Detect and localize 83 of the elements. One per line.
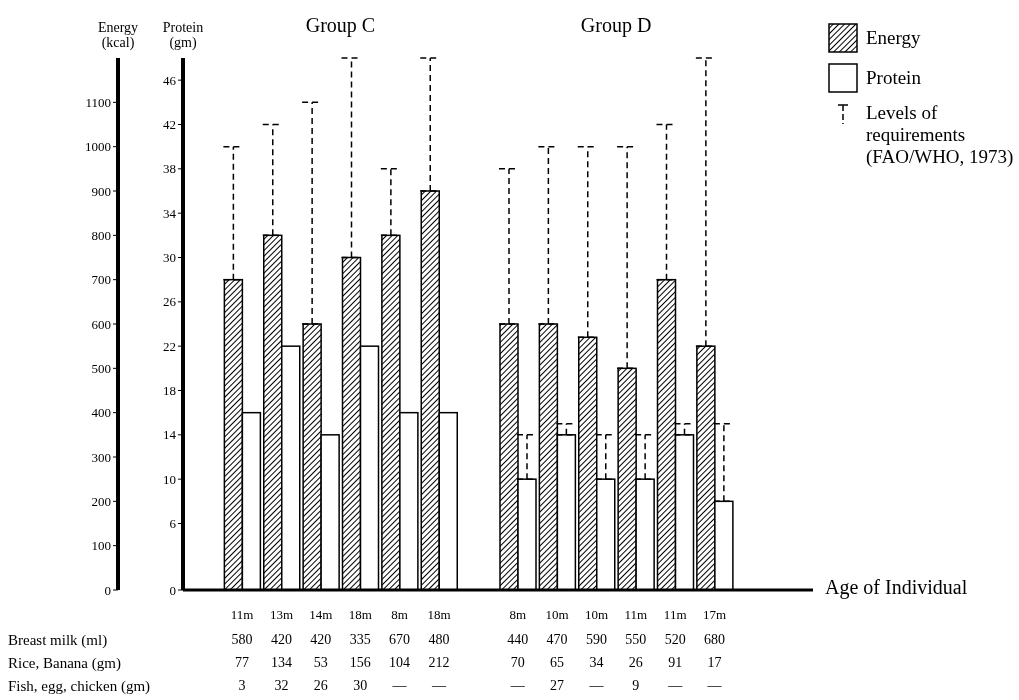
x-tick-label: 10m xyxy=(545,607,569,623)
y-tick-label: 800 xyxy=(91,227,111,243)
x-tick-label: 10m xyxy=(584,607,608,623)
text: — xyxy=(667,678,684,694)
text: 156 xyxy=(348,655,372,671)
text: Protein xyxy=(866,67,921,89)
x-tick-label: 8m xyxy=(391,607,408,623)
text: Levels of requirements (FAO/WHO, 1973) xyxy=(866,102,1015,168)
text: 17 xyxy=(706,655,723,671)
x-tick-label: 13m xyxy=(269,607,293,623)
text: 670 xyxy=(388,632,412,648)
text: — xyxy=(430,678,447,694)
text: 134 xyxy=(269,655,293,671)
text: Group C xyxy=(304,14,377,37)
x-tick-label: 11m xyxy=(230,607,254,623)
text: — xyxy=(391,678,408,694)
text: 550 xyxy=(624,632,648,648)
y-tick-label: 1100 xyxy=(85,94,111,110)
x-tick-label: 14m xyxy=(309,607,333,623)
x-tick-label: 18m xyxy=(427,607,451,623)
text: 9 xyxy=(631,678,641,694)
text: Rice, Banana (gm) xyxy=(8,655,121,672)
text: 70 xyxy=(509,655,526,671)
text: 520 xyxy=(663,632,687,648)
text: 580 xyxy=(230,632,254,648)
y2-tick-label: 18 xyxy=(163,383,176,399)
y2-axis-title: Protein (gm) xyxy=(161,20,205,50)
text: 470 xyxy=(545,632,569,648)
text: 420 xyxy=(309,632,333,648)
text: Breast milk (ml) xyxy=(8,632,108,649)
text: 480 xyxy=(427,632,451,648)
y-tick-label: 1000 xyxy=(85,139,111,155)
y2-tick-label: 34 xyxy=(163,205,177,221)
y-tick-label: 900 xyxy=(91,183,111,199)
text: 104 xyxy=(388,655,412,671)
y2-tick-label: 6 xyxy=(169,516,177,532)
y2-tick-label: 42 xyxy=(163,117,176,133)
y2-tick-label: 46 xyxy=(163,72,177,88)
text: — xyxy=(588,678,605,694)
y2-tick-label: 38 xyxy=(163,161,176,177)
y-tick-label: 0 xyxy=(104,582,111,598)
y-tick-label: 200 xyxy=(91,493,111,509)
y2-tick-label: 26 xyxy=(163,294,177,310)
x-tick-label: 11m xyxy=(624,607,648,623)
text: 335 xyxy=(348,632,372,648)
text: 77 xyxy=(234,655,251,671)
text: Group D xyxy=(579,14,653,37)
y2-tick-label: 0 xyxy=(169,582,176,598)
text: — xyxy=(706,678,723,694)
text: 26 xyxy=(627,655,644,671)
text: 440 xyxy=(506,632,530,648)
y2-tick-label: 14 xyxy=(163,427,177,443)
y-tick-label: 500 xyxy=(91,360,111,376)
text: 65 xyxy=(549,655,566,671)
y-tick-label: 300 xyxy=(91,449,111,465)
text: 32 xyxy=(273,678,290,694)
text: 420 xyxy=(269,632,293,648)
x-tick-label: 17m xyxy=(703,607,727,623)
text: 26 xyxy=(312,678,329,694)
y-axis-title: Energy (kcal) xyxy=(96,20,140,50)
legend-label: Energy xyxy=(866,27,921,49)
text: 3 xyxy=(237,678,247,694)
x-tick-label: 18m xyxy=(348,607,372,623)
text: — xyxy=(509,678,526,694)
x-tick-label: 11m xyxy=(663,607,687,623)
text: 91 xyxy=(667,655,684,671)
text: 27 xyxy=(549,678,566,694)
text: 53 xyxy=(312,655,329,671)
y-tick-label: 400 xyxy=(91,405,111,421)
x-tick-label: 8m xyxy=(509,607,526,623)
y-tick-label: 100 xyxy=(91,538,111,554)
y-tick-label: 700 xyxy=(91,272,111,288)
text: 212 xyxy=(427,655,451,671)
text: 590 xyxy=(584,632,608,648)
y2-tick-label: 10 xyxy=(163,471,176,487)
x-axis-title: Age of Individual xyxy=(825,576,968,599)
text: 34 xyxy=(588,655,605,671)
y-tick-label: 600 xyxy=(91,316,111,332)
y2-tick-label: 22 xyxy=(163,338,176,354)
text: 30 xyxy=(352,678,369,694)
text: 680 xyxy=(703,632,727,648)
text: Fish, egg, chicken (gm) xyxy=(8,678,151,695)
y2-tick-label: 30 xyxy=(163,250,176,266)
